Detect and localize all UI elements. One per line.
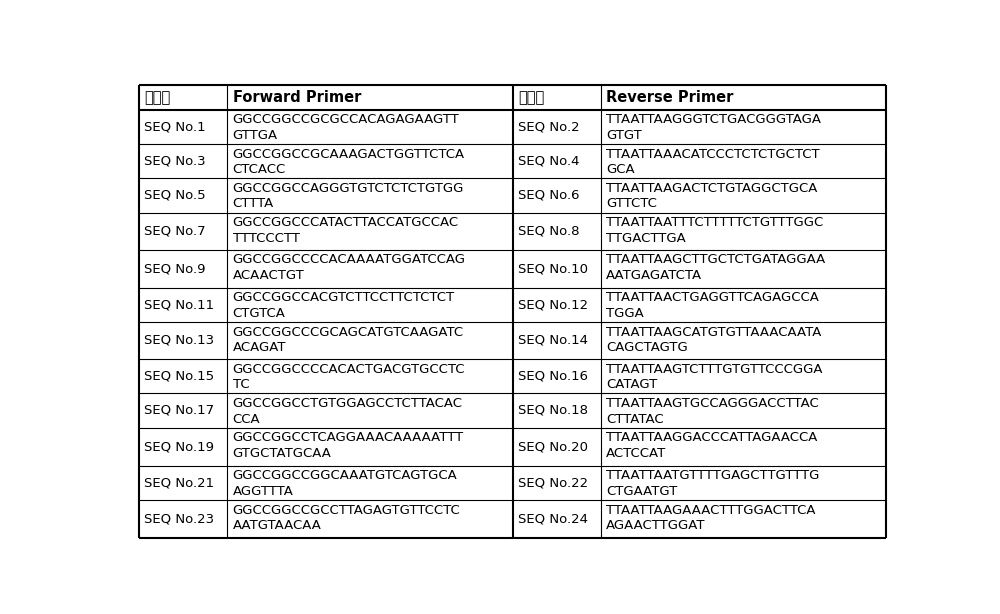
Text: SEQ No.2: SEQ No.2 <box>518 120 580 133</box>
Text: GGCCGGCCCCACAAAATGGATCCAG
ACAACTGT: GGCCGGCCCCACAAAATGGATCCAG ACAACTGT <box>233 254 466 282</box>
Text: GGCCGGCCACGTCTTCCTTCTCTCT
CTGTCA: GGCCGGCCACGTCTTCCTTCTCTCT CTGTCA <box>233 292 455 320</box>
Text: 序列号: 序列号 <box>518 90 544 105</box>
Text: SEQ No.13: SEQ No.13 <box>144 334 214 347</box>
Text: SEQ No.21: SEQ No.21 <box>144 476 214 489</box>
Text: SEQ No.3: SEQ No.3 <box>144 155 206 168</box>
Text: TTAATTAAGACTCTGTAGGCTGCA
GTTCTC: TTAATTAAGACTCTGTAGGCTGCA GTTCTC <box>606 182 817 211</box>
Text: TTAATTAATGTTTTGAGCTTGTTTG
CTGAATGT: TTAATTAATGTTTTGAGCTTGTTTG CTGAATGT <box>606 470 819 498</box>
Text: TTAATTAAGGGTCTGACGGGTAGA
GTGT: TTAATTAAGGGTCTGACGGGTAGA GTGT <box>606 114 821 142</box>
Text: SEQ No.6: SEQ No.6 <box>518 189 579 202</box>
Text: SEQ No.24: SEQ No.24 <box>518 513 588 526</box>
Text: SEQ No.4: SEQ No.4 <box>518 155 579 168</box>
Text: SEQ No.19: SEQ No.19 <box>144 440 214 453</box>
Text: GGCCGGCCCGCAGCATGTCAAGATC
ACAGAT: GGCCGGCCCGCAGCATGTCAAGATC ACAGAT <box>233 325 464 354</box>
Text: 序列号: 序列号 <box>144 90 171 105</box>
Text: SEQ No.5: SEQ No.5 <box>144 189 206 202</box>
Text: GGCCGGCCCCACACTGACGTGCCTC
TC: GGCCGGCCCCACACTGACGTGCCTC TC <box>233 363 465 391</box>
Text: TTAATTAACTGAGGTTCAGAGCCA
TGGA: TTAATTAACTGAGGTTCAGAGCCA TGGA <box>606 292 819 320</box>
Text: TTAATTAAGCTTGCTCTGATAGGAA
AATGAGATCTA: TTAATTAAGCTTGCTCTGATAGGAA AATGAGATCTA <box>606 254 825 282</box>
Text: GGCCGGCCGCGCCACAGAGAAGTT
GTTGA: GGCCGGCCGCGCCACAGAGAAGTT GTTGA <box>233 114 459 142</box>
Text: SEQ No.7: SEQ No.7 <box>144 225 206 238</box>
Text: SEQ No.9: SEQ No.9 <box>144 262 206 275</box>
Text: GGCCGGCCGGCAAATGTCAGTGCA
AGGTTTA: GGCCGGCCGGCAAATGTCAGTGCA AGGTTTA <box>233 470 457 498</box>
Text: SEQ No.23: SEQ No.23 <box>144 513 214 526</box>
Text: TTAATTAAGAAACTTTGGACTTCA
AGAACTTGGAT: TTAATTAAGAAACTTTGGACTTCA AGAACTTGGAT <box>606 503 816 532</box>
Text: TTAATTAAACATCCCTCTCTGCTCT
GCA: TTAATTAAACATCCCTCTCTGCTCT GCA <box>606 148 820 176</box>
Text: SEQ No.15: SEQ No.15 <box>144 370 214 383</box>
Text: GGCCGGCCTGTGGAGCCTCTTACAC
CCA: GGCCGGCCTGTGGAGCCTCTTACAC CCA <box>233 397 463 426</box>
Text: SEQ No.12: SEQ No.12 <box>518 298 588 311</box>
Text: Reverse Primer: Reverse Primer <box>606 90 733 105</box>
Text: GGCCGGCCCATACTTACCATGCCAC
TTTCCCTT: GGCCGGCCCATACTTACCATGCCAC TTTCCCTT <box>233 216 459 245</box>
Text: SEQ No.10: SEQ No.10 <box>518 262 588 275</box>
Text: SEQ No.8: SEQ No.8 <box>518 225 579 238</box>
Text: TTAATTAATTTCTTTTTCTGTTTGGC
TTGACTTGA: TTAATTAATTTCTTTTTCTGTTTGGC TTGACTTGA <box>606 216 823 245</box>
Text: SEQ No.11: SEQ No.11 <box>144 298 214 311</box>
Text: SEQ No.20: SEQ No.20 <box>518 440 588 453</box>
Text: SEQ No.16: SEQ No.16 <box>518 370 588 383</box>
Text: TTAATTAAGTGCCAGGGACCTTAC
CTTATAC: TTAATTAAGTGCCAGGGACCTTAC CTTATAC <box>606 397 819 426</box>
Text: SEQ No.1: SEQ No.1 <box>144 120 206 133</box>
Text: GGCCGGCCAGGGTGTCTCTCTGTGG
CTTTA: GGCCGGCCAGGGTGTCTCTCTGTGG CTTTA <box>233 182 464 211</box>
Text: TTAATTAAGCATGTGTTAAACAATA
CAGCTAGTG: TTAATTAAGCATGTGTTAAACAATA CAGCTAGTG <box>606 325 821 354</box>
Text: GGCCGGCCGCAAAGACTGGTTCTCA
CTCACC: GGCCGGCCGCAAAGACTGGTTCTCA CTCACC <box>233 148 465 176</box>
Text: GGCCGGCCGCCTTAGAGTGTTCCTC
AATGTAACAA: GGCCGGCCGCCTTAGAGTGTTCCTC AATGTAACAA <box>233 503 460 532</box>
Text: TTAATTAAGGACCCATTAGAACCA
ACTCCAT: TTAATTAAGGACCCATTAGAACCA ACTCCAT <box>606 432 817 460</box>
Text: SEQ No.14: SEQ No.14 <box>518 334 588 347</box>
Text: SEQ No.22: SEQ No.22 <box>518 476 588 489</box>
Text: SEQ No.17: SEQ No.17 <box>144 404 214 417</box>
Text: SEQ No.18: SEQ No.18 <box>518 404 588 417</box>
Text: TTAATTAAGTCTTTGTGTTCCCGGA
CATAGT: TTAATTAAGTCTTTGTGTTCCCGGA CATAGT <box>606 363 823 391</box>
Text: Forward Primer: Forward Primer <box>233 90 361 105</box>
Text: GGCCGGCCTCAGGAAACAAAAATTT
GTGCTATGCAA: GGCCGGCCTCAGGAAACAAAAATTT GTGCTATGCAA <box>233 432 464 460</box>
